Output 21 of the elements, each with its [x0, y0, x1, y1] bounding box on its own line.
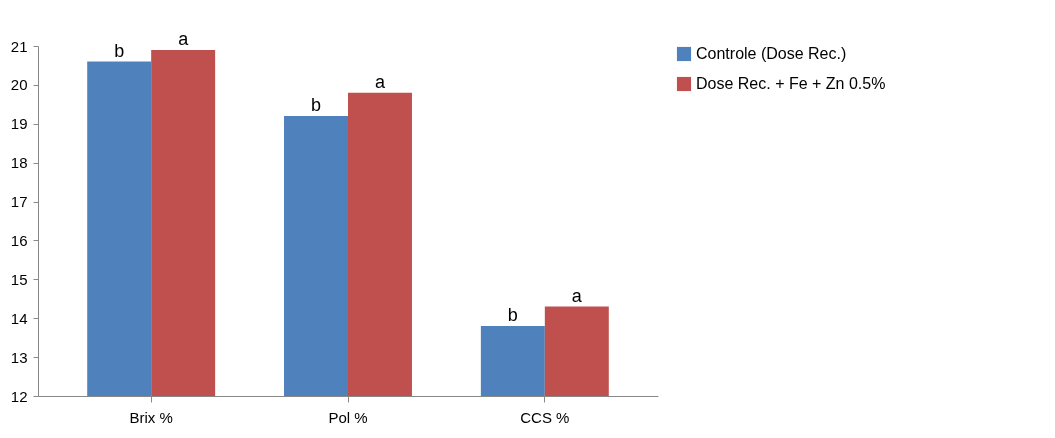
x-tick-label: Pol %	[328, 408, 368, 426]
data-label: b	[114, 40, 125, 61]
y-tick-label: 15	[10, 270, 28, 288]
data-label: b	[311, 95, 322, 115]
data-label: a	[571, 285, 583, 306]
data-label: a	[178, 28, 190, 49]
y-tick-label: 18	[10, 154, 28, 172]
y-tick-label: 17	[10, 193, 28, 211]
y-tick-label: 21	[10, 37, 28, 55]
legend-label: Dose Rec. + Fe + Zn 0.5%	[696, 75, 886, 92]
y-tick-label: 20	[10, 76, 28, 94]
x-tick-label: Brix %	[129, 408, 173, 426]
data-label: b	[507, 305, 518, 325]
y-tick-label: 12	[10, 387, 28, 405]
legend-label: Controle (Dose Rec.)	[696, 45, 847, 62]
y-tick-label: 19	[10, 115, 28, 133]
y-tick-label: 13	[10, 348, 28, 366]
x-tick-label: CCS %	[520, 408, 570, 426]
data-label: a	[374, 71, 386, 92]
y-tick-label: 16	[10, 231, 28, 249]
y-tick-label: 14	[10, 309, 28, 327]
